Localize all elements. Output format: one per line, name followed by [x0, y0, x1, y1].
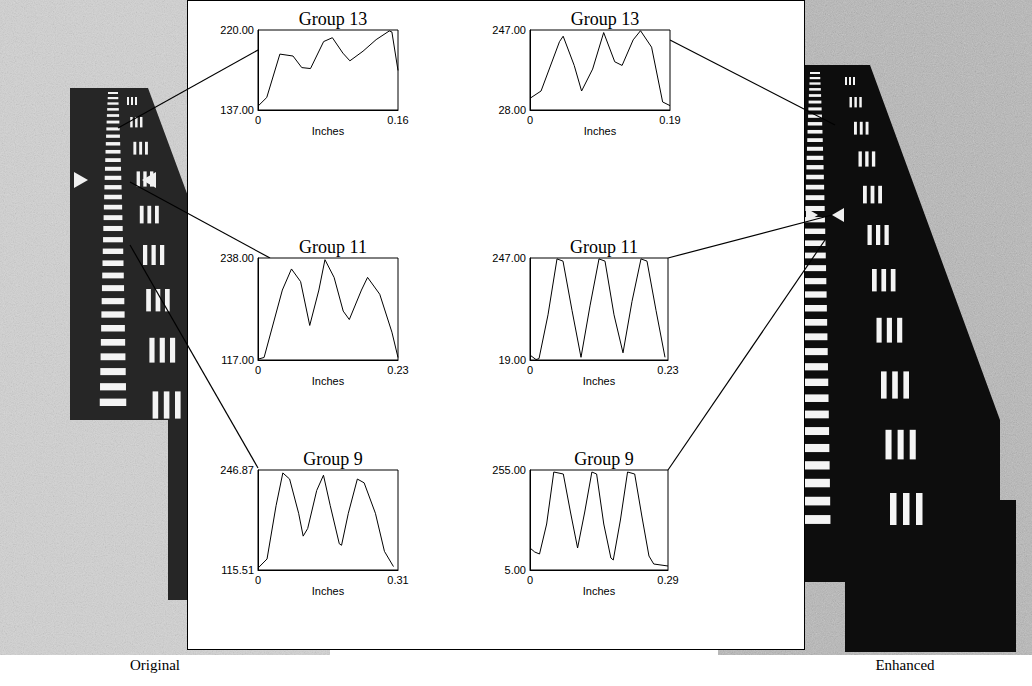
svg-text:Group 11: Group 11 [299, 237, 367, 257]
svg-text:0.31: 0.31 [387, 574, 408, 586]
svg-text:0: 0 [527, 574, 533, 586]
svg-text:Group 13: Group 13 [299, 9, 368, 29]
svg-text:246.87: 246.87 [220, 464, 254, 476]
svg-text:115.51: 115.51 [221, 564, 254, 576]
svg-text:19.00: 19.00 [498, 354, 526, 366]
svg-text:117.00: 117.00 [221, 354, 254, 366]
svg-text:0.19: 0.19 [659, 114, 680, 126]
svg-text:0.16: 0.16 [387, 114, 408, 126]
svg-text:255.00: 255.00 [492, 464, 526, 476]
svg-text:0.23: 0.23 [657, 364, 678, 376]
svg-text:0: 0 [255, 574, 261, 586]
svg-text:137.00: 137.00 [220, 104, 254, 116]
svg-text:Group 9: Group 9 [303, 449, 363, 469]
svg-text:247.00: 247.00 [492, 252, 526, 264]
svg-text:Inches: Inches [312, 375, 345, 387]
svg-text:0.23: 0.23 [387, 364, 408, 376]
svg-text:Group 13: Group 13 [571, 9, 640, 29]
svg-text:0: 0 [527, 114, 533, 126]
svg-text:Group 9: Group 9 [574, 449, 634, 469]
svg-text:Inches: Inches [583, 375, 616, 387]
svg-text:247.00: 247.00 [492, 24, 526, 36]
svg-text:Inches: Inches [584, 125, 617, 137]
svg-text:Inches: Inches [312, 125, 345, 137]
svg-text:Inches: Inches [583, 585, 616, 597]
svg-text:0.29: 0.29 [657, 574, 678, 586]
svg-text:Group 11: Group 11 [570, 237, 638, 257]
svg-text:28.00: 28.00 [498, 104, 526, 116]
svg-text:5.00: 5.00 [505, 564, 526, 576]
svg-text:0: 0 [255, 114, 261, 126]
svg-text:0: 0 [255, 364, 261, 376]
svg-text:0: 0 [527, 364, 533, 376]
svg-text:Inches: Inches [312, 585, 345, 597]
svg-text:238.00: 238.00 [220, 252, 254, 264]
html-text:Original: Original [130, 657, 180, 673]
html-text:Enhanced: Enhanced [875, 657, 935, 673]
svg-text:220.00: 220.00 [220, 24, 254, 36]
